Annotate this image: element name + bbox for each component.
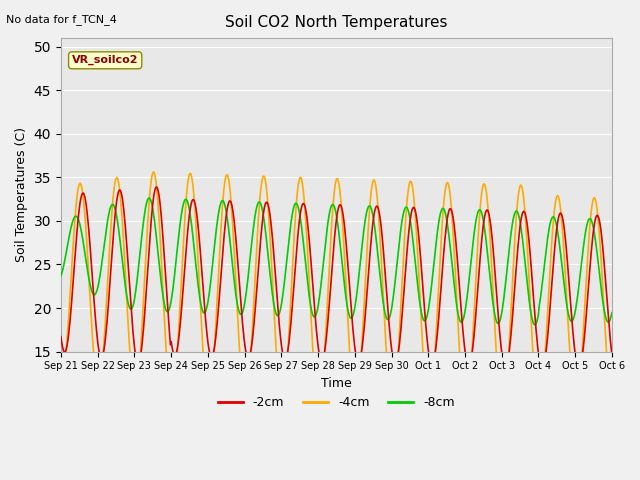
Text: VR_soilco2: VR_soilco2 <box>72 55 138 65</box>
X-axis label: Time: Time <box>321 377 352 390</box>
Title: Soil CO2 North Temperatures: Soil CO2 North Temperatures <box>225 15 447 30</box>
Y-axis label: Soil Temperatures (C): Soil Temperatures (C) <box>15 127 28 263</box>
Text: No data for f_TCN_4: No data for f_TCN_4 <box>6 14 117 25</box>
Legend: -2cm, -4cm, -8cm: -2cm, -4cm, -8cm <box>213 391 460 414</box>
